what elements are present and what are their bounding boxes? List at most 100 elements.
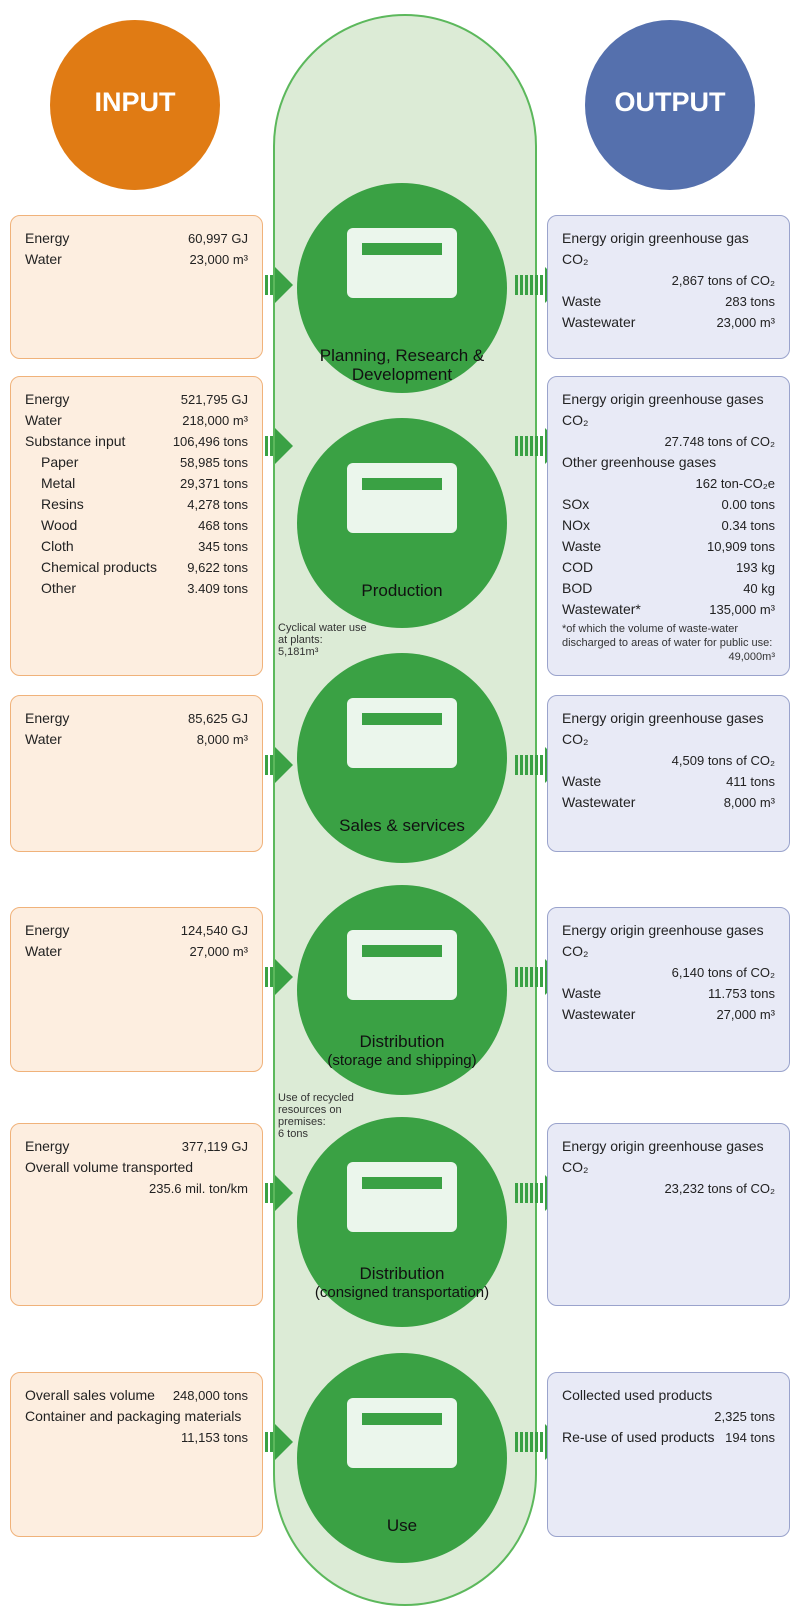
item-row: Wood468 tons: [41, 515, 248, 536]
item-row: Energy origin greenhouse gases CO₂4,509 …: [562, 708, 775, 771]
item-label: Energy origin greenhouse gases CO₂: [562, 708, 775, 750]
input-box: Energy85,625 GJWater8,000 m³: [10, 695, 263, 852]
item-value: 9,622 tons: [181, 557, 248, 578]
item-row: SOx 0.00 tons: [562, 494, 775, 515]
stage-label: Sales & services: [282, 816, 522, 835]
item-label: Overall sales volume: [25, 1385, 155, 1406]
item-value: 377,119 GJ: [176, 1136, 248, 1157]
item-row: Metal 29,371 tons: [41, 473, 248, 494]
item-label: Re-use of used products: [562, 1427, 715, 1448]
stage-name: Planning, Research & Development: [320, 346, 484, 384]
item-value: 193 kg: [730, 557, 775, 578]
item-label: Container and packaging materials: [25, 1406, 241, 1427]
stage-name: Production: [361, 581, 442, 600]
stage-icon: [347, 698, 457, 768]
stage-icon-detail: [362, 243, 442, 255]
item-label: COD: [562, 557, 593, 578]
item-label: Cloth: [41, 536, 74, 557]
note-text: Cyclical water use at plants:: [278, 622, 374, 646]
item-value: 29,371 tons: [174, 473, 248, 494]
stage-icon: [347, 930, 457, 1000]
stage-icon-detail: [362, 478, 442, 490]
item-label: Metal: [41, 473, 75, 494]
stage-name: Distribution: [359, 1032, 444, 1051]
stage-icon: [347, 463, 457, 533]
item-label: Resins: [41, 494, 84, 515]
footnote: *of which the volume of waste-water disc…: [562, 622, 775, 664]
item-row: Energy origin greenhouse gases CO₂23,232…: [562, 1136, 775, 1199]
item-value: 40 kg: [737, 578, 775, 599]
item-value: 521,795 GJ: [175, 389, 248, 410]
diagram: INPUT OUTPUT Energy60,997 GJWater23,000 …: [0, 0, 792, 1612]
item-value: 135,000 m³: [703, 599, 775, 620]
input-box: Energy124,540 GJWater 27,000 m³: [10, 907, 263, 1072]
item-label: Energy origin greenhouse gases CO₂: [562, 920, 775, 962]
item-value: 58,985 tons: [174, 452, 248, 473]
stage-icon: [347, 1398, 457, 1468]
stage-icon: [347, 1162, 457, 1232]
item-value: 106,496 tons: [167, 431, 248, 452]
item-row: Energy origin greenhouse gas CO₂2,867 to…: [562, 228, 775, 291]
item-label: SOx: [562, 494, 589, 515]
output-box: Energy origin greenhouse gases CO₂4,509 …: [547, 695, 790, 852]
item-row: Water 27,000 m³: [25, 941, 248, 962]
item-value: 3.409 tons: [181, 578, 248, 599]
item-label: Wastewater*: [562, 599, 641, 620]
item-value: 0.00 tons: [716, 494, 776, 515]
item-label: Wastewater: [562, 792, 635, 813]
item-row: Chemical products 9,622 tons: [41, 557, 248, 578]
item-label: Water: [25, 941, 62, 962]
item-label: Overall volume transported: [25, 1157, 193, 1178]
item-label: Chemical products: [41, 557, 157, 578]
item-value: 6,140 tons of CO₂: [666, 962, 775, 983]
item-label: Energy: [25, 920, 69, 941]
output-box: Energy origin greenhouse gases CO₂6,140 …: [547, 907, 790, 1072]
item-value: 10,909 tons: [701, 536, 775, 557]
stage-icon-detail: [362, 1177, 442, 1189]
item-value: 60,997 GJ: [182, 228, 248, 249]
item-value: 4,278 tons: [181, 494, 248, 515]
item-value: 2,325 tons: [708, 1406, 775, 1427]
stage-label: Planning, Research & Development: [282, 346, 522, 384]
stage-icon-detail: [362, 945, 442, 957]
input-heading: INPUT: [50, 87, 220, 118]
item-row: Substance input 106,496 tons: [25, 431, 248, 452]
item-label: Waste: [562, 983, 601, 1004]
item-value: 23,000 m³: [183, 249, 248, 270]
note-text: Use of recycled resources on premises:: [278, 1092, 374, 1128]
item-value: 27,000 m³: [183, 941, 248, 962]
item-label: Energy origin greenhouse gas CO₂: [562, 228, 775, 270]
stage-sublabel: (storage and shipping): [282, 1051, 522, 1070]
item-row: Energy521,795 GJ: [25, 389, 248, 410]
item-value: 8,000 m³: [191, 729, 248, 750]
item-value: 27.748 tons of CO₂: [658, 431, 775, 452]
item-value: 162 ton-CO₂e: [690, 473, 775, 494]
item-row: COD 193 kg: [562, 557, 775, 578]
stage-label: Distribution(storage and shipping): [282, 1032, 522, 1070]
item-value: 2,867 tons of CO₂: [666, 270, 775, 291]
item-value: 283 tons: [719, 291, 775, 312]
side-note: Use of recycled resources on premises:6 …: [278, 1092, 374, 1140]
stage-name: Sales & services: [339, 816, 465, 835]
stage-icon: [347, 228, 457, 298]
item-label: Water: [25, 249, 62, 270]
item-label: BOD: [562, 578, 592, 599]
item-label: Substance input: [25, 431, 125, 452]
item-value: 468 tons: [192, 515, 248, 536]
footnote-value: 49,000m³: [562, 650, 775, 664]
